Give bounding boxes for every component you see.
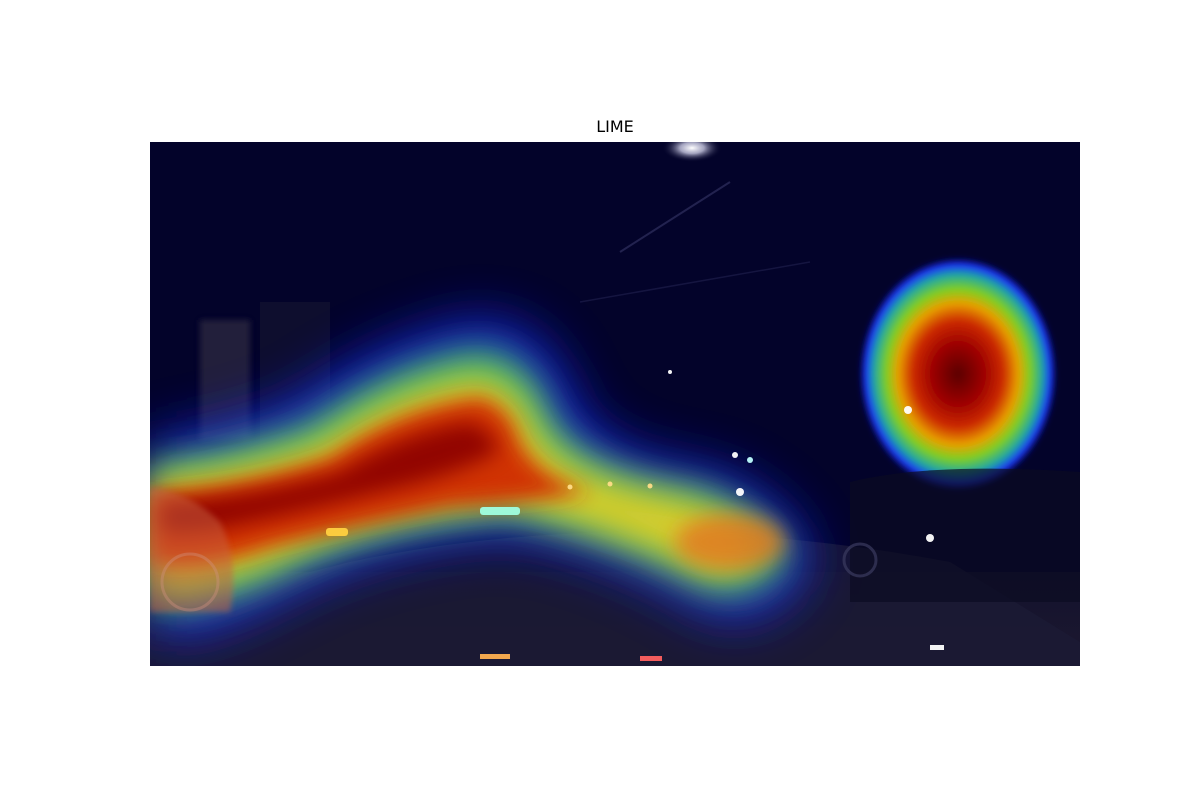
power-line-2 [579, 261, 811, 303]
heat-patch-road [675, 514, 785, 570]
street-light [662, 142, 722, 162]
city-lights [326, 370, 944, 661]
car-left-wheel [160, 552, 220, 612]
heatmap-overlay [150, 142, 1080, 666]
heat-blob-right [858, 256, 1058, 492]
car-left [150, 487, 234, 612]
parked-cars-right [850, 468, 1080, 602]
car-right-wheel [842, 542, 878, 578]
road-surface [150, 532, 1080, 666]
power-line [619, 181, 731, 253]
building-left [200, 320, 250, 440]
figure-title: LIME [596, 117, 634, 136]
heat-band-darkred [160, 422, 498, 533]
lime-heatmap-image [150, 142, 1080, 666]
